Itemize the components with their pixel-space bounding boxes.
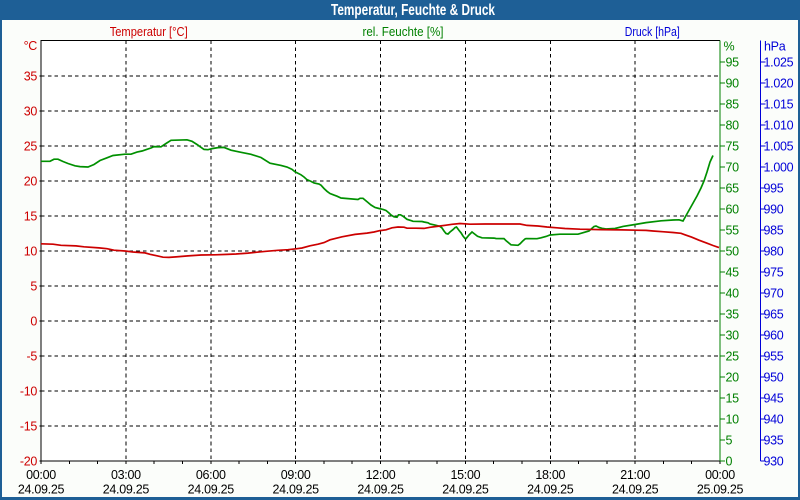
svg-text:15:00: 15:00 — [450, 468, 480, 482]
svg-text:60: 60 — [726, 203, 740, 217]
svg-text:940: 940 — [764, 413, 784, 427]
svg-text:1.000: 1.000 — [764, 161, 794, 175]
svg-text:24.09.25: 24.09.25 — [272, 483, 319, 497]
svg-text:24.09.25: 24.09.25 — [527, 483, 574, 497]
svg-text:95: 95 — [726, 56, 740, 70]
svg-text:00:00: 00:00 — [26, 468, 56, 482]
svg-text:25: 25 — [726, 350, 740, 364]
svg-text:24.09.25: 24.09.25 — [357, 483, 404, 497]
svg-text:5: 5 — [726, 434, 733, 448]
svg-text:00:00: 00:00 — [705, 468, 735, 482]
svg-text:45: 45 — [726, 266, 740, 280]
svg-text:10: 10 — [726, 413, 740, 427]
svg-text:15: 15 — [24, 210, 38, 224]
svg-text:935: 935 — [764, 434, 784, 448]
svg-text:24.09.25: 24.09.25 — [442, 483, 489, 497]
svg-text:09:00: 09:00 — [281, 468, 311, 482]
svg-text:Temperatur, Feuchte & Druck: Temperatur, Feuchte & Druck — [331, 2, 495, 19]
svg-text:1.025: 1.025 — [764, 56, 794, 70]
svg-text:°C: °C — [24, 39, 38, 53]
svg-text:980: 980 — [764, 245, 784, 259]
svg-text:30: 30 — [726, 329, 740, 343]
svg-text:950: 950 — [764, 371, 784, 385]
svg-text:06:00: 06:00 — [196, 468, 226, 482]
svg-text:945: 945 — [764, 392, 784, 406]
svg-text:970: 970 — [764, 287, 784, 301]
svg-text:975: 975 — [764, 266, 784, 280]
svg-text:75: 75 — [726, 140, 740, 154]
svg-text:1.005: 1.005 — [764, 140, 794, 154]
svg-text:930: 930 — [764, 455, 784, 469]
svg-text:-20: -20 — [20, 455, 38, 469]
svg-text:40: 40 — [726, 287, 740, 301]
svg-text:03:00: 03:00 — [111, 468, 141, 482]
svg-text:Temperatur [°C]: Temperatur [°C] — [110, 25, 188, 39]
svg-text:1.010: 1.010 — [764, 119, 794, 133]
svg-text:30: 30 — [24, 105, 38, 119]
svg-text:25: 25 — [24, 140, 38, 154]
svg-text:55: 55 — [726, 224, 740, 238]
svg-text:12:00: 12:00 — [366, 468, 396, 482]
svg-text:-10: -10 — [20, 385, 38, 399]
svg-text:%: % — [724, 40, 735, 54]
svg-text:hPa: hPa — [764, 40, 786, 54]
svg-text:35: 35 — [24, 70, 38, 84]
svg-text:5: 5 — [30, 280, 37, 294]
svg-text:1.015: 1.015 — [764, 98, 794, 112]
svg-text:995: 995 — [764, 182, 784, 196]
svg-text:80: 80 — [726, 119, 740, 133]
svg-text:15: 15 — [726, 392, 740, 406]
svg-text:955: 955 — [764, 350, 784, 364]
svg-text:90: 90 — [726, 77, 740, 91]
svg-text:Druck [hPa]: Druck [hPa] — [625, 25, 680, 39]
svg-text:1.020: 1.020 — [764, 77, 794, 91]
svg-text:24.09.25: 24.09.25 — [612, 483, 659, 497]
svg-text:35: 35 — [726, 308, 740, 322]
svg-text:24.09.25: 24.09.25 — [18, 483, 65, 497]
svg-text:70: 70 — [726, 161, 740, 175]
svg-text:20: 20 — [726, 371, 740, 385]
svg-text:18:00: 18:00 — [535, 468, 565, 482]
svg-text:-15: -15 — [20, 420, 38, 434]
svg-text:965: 965 — [764, 308, 784, 322]
svg-text:85: 85 — [726, 98, 740, 112]
svg-text:rel. Feuchte [%]: rel. Feuchte [%] — [363, 25, 444, 39]
svg-text:50: 50 — [726, 245, 740, 259]
svg-text:960: 960 — [764, 329, 784, 343]
svg-text:24.09.25: 24.09.25 — [188, 483, 235, 497]
svg-text:24.09.25: 24.09.25 — [103, 483, 150, 497]
svg-text:990: 990 — [764, 203, 784, 217]
svg-text:0: 0 — [726, 455, 733, 469]
svg-text:0: 0 — [30, 315, 37, 329]
svg-text:65: 65 — [726, 182, 740, 196]
svg-text:985: 985 — [764, 224, 784, 238]
svg-text:10: 10 — [24, 245, 38, 259]
svg-text:21:00: 21:00 — [620, 468, 650, 482]
svg-text:25.09.25: 25.09.25 — [697, 483, 744, 497]
svg-text:20: 20 — [24, 175, 38, 189]
svg-text:-5: -5 — [26, 350, 37, 364]
